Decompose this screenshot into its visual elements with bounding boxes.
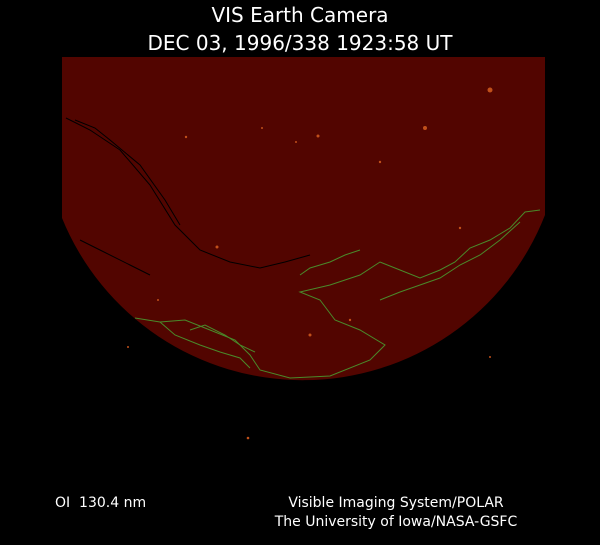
institution-label: The University of Iowa/NASA-GSFC [274,514,518,530]
earth-image [62,57,545,381]
outline-lines [65,117,311,276]
filter-label: OI 130.4 nm [55,495,146,511]
timestamp: DEC 03, 1996/338 1923:58 UT [148,31,454,55]
instrument-label: Visible Imaging System/POLAR [288,495,504,511]
coastlines [134,209,541,379]
title: VIS Earth Camera [211,3,388,27]
bright-spots [127,87,493,440]
